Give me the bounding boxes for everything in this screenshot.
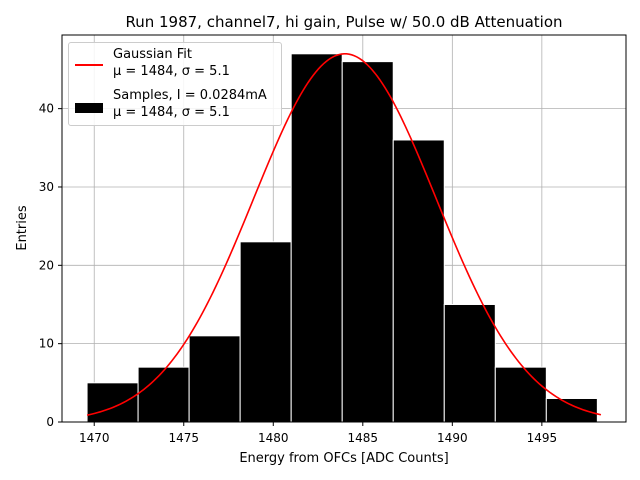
legend-samples-label: Samples, I = 0.0284mA	[113, 88, 267, 103]
y-axis-label: Entries	[15, 205, 30, 251]
legend-fit-label: Gaussian Fit	[113, 47, 193, 62]
x-tick-label: 1490	[437, 431, 468, 445]
x-tick-label: 1470	[79, 431, 110, 445]
histogram-bar	[341, 61, 394, 423]
histogram-bars	[86, 53, 598, 423]
histogram-bar	[188, 335, 241, 423]
legend-fit-line-swatch	[75, 64, 103, 66]
y-tick-label: 30	[39, 180, 54, 194]
x-tick-label: 1485	[348, 431, 379, 445]
y-tick-label: 40	[39, 102, 54, 116]
x-tick-label: 1480	[258, 431, 289, 445]
histogram-bar	[239, 241, 292, 423]
chart-title: Run 1987, channel7, hi gain, Pulse w/ 50…	[125, 13, 562, 31]
histogram-bar	[86, 382, 139, 423]
legend-samples-patch-swatch	[75, 103, 103, 113]
x-axis-label: Energy from OFCs [ADC Counts]	[239, 451, 448, 466]
x-tick-label: 1495	[527, 431, 558, 445]
y-axis-ticks: 0 10 20 30 40	[39, 102, 62, 429]
histogram-bar	[137, 366, 190, 423]
legend-fit-stats: μ = 1484, σ = 5.1	[113, 64, 230, 79]
y-tick-label: 10	[39, 337, 54, 351]
histogram-bar	[290, 53, 343, 423]
histogram-bar	[545, 397, 598, 423]
histogram-bar	[443, 303, 496, 423]
y-tick-label: 20	[39, 258, 54, 272]
histogram-bar	[494, 366, 547, 423]
legend-samples-stats: μ = 1484, σ = 5.1	[113, 105, 230, 120]
y-tick-label: 0	[46, 415, 54, 429]
legend: Gaussian Fit μ = 1484, σ = 5.1 Samples, …	[68, 42, 282, 126]
x-axis-ticks: 1470 1475 1480 1485 1490 1495	[79, 422, 557, 445]
gaussian-fit-curve	[86, 53, 602, 416]
plot-frame	[61, 34, 627, 423]
x-tick-label: 1475	[168, 431, 199, 445]
histogram-bar	[392, 139, 445, 423]
